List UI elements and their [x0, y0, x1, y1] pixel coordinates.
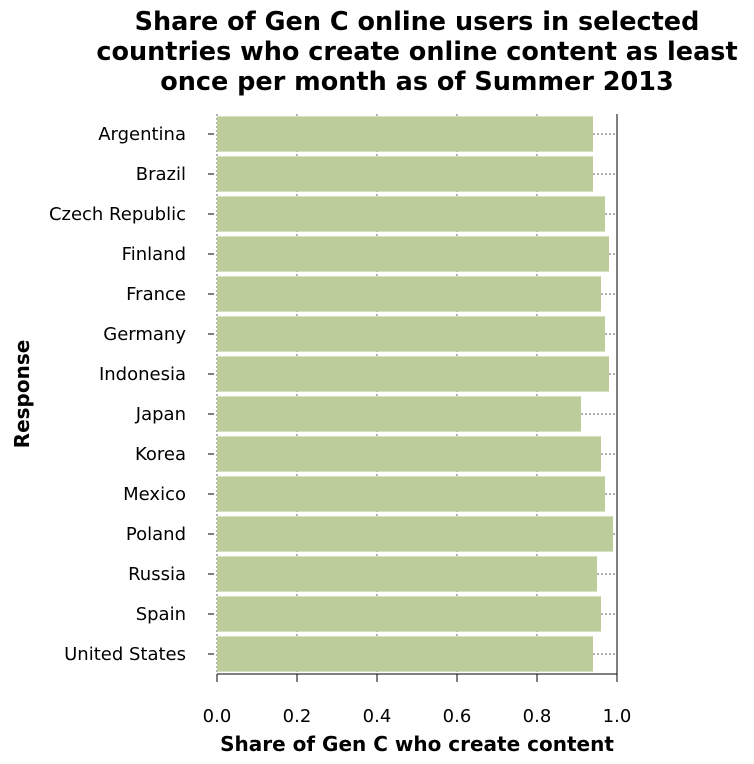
x-tick-label: 0.6 [443, 706, 472, 727]
bar [217, 516, 613, 552]
bar [217, 596, 601, 632]
bar [217, 436, 601, 472]
y-tick-label: Germany [103, 324, 186, 345]
bar [217, 276, 601, 312]
y-tick-label: Spain [136, 604, 186, 625]
y-tick-label: Indonesia [99, 364, 186, 385]
x-tick-label: 0.8 [523, 706, 552, 727]
y-tick-label: Finland [122, 244, 186, 265]
x-tick-label: 0.4 [363, 706, 392, 727]
chart-title-line-1: Share of Gen C online users in selected [135, 7, 700, 37]
y-tick-label: Argentina [98, 124, 186, 145]
bar [217, 116, 593, 152]
y-tick-label: Poland [126, 524, 186, 545]
bar [217, 196, 605, 232]
y-tick-label: Russia [128, 564, 186, 585]
y-axis-ticks: Argentina Brazil Czech Republic Finland Fran… [49, 124, 214, 665]
bar [217, 236, 609, 272]
y-tick-label: France [126, 284, 186, 305]
y-tick-label: United States [64, 644, 186, 665]
bar [217, 476, 605, 512]
y-tick-label: Mexico [123, 484, 186, 505]
chart-title: Share of Gen C online users in selected … [96, 7, 737, 97]
y-tick-label: Czech Republic [49, 204, 186, 225]
chart-title-line-2: countries who create online content as l… [96, 37, 737, 67]
bar [217, 636, 593, 672]
bar [217, 356, 609, 392]
x-tick-label: 1.0 [603, 706, 632, 727]
y-tick-label: Japan [135, 404, 186, 425]
bar [217, 396, 581, 432]
bar [217, 316, 605, 352]
x-axis-title: Share of Gen C who create content [220, 732, 614, 756]
x-tick-label: 0.2 [283, 706, 312, 727]
bars [217, 116, 613, 672]
y-axis-title: Response [10, 340, 34, 449]
y-tick-label: Korea [135, 444, 186, 465]
x-tick-label: 0.0 [203, 706, 232, 727]
chart-title-line-3: once per month as of Summer 2013 [160, 67, 674, 97]
bar [217, 556, 597, 592]
x-axis-ticks: 0.0 0.2 0.4 0.6 0.8 1.0 [203, 674, 632, 727]
bar [217, 156, 593, 192]
y-tick-label: Brazil [136, 164, 186, 185]
